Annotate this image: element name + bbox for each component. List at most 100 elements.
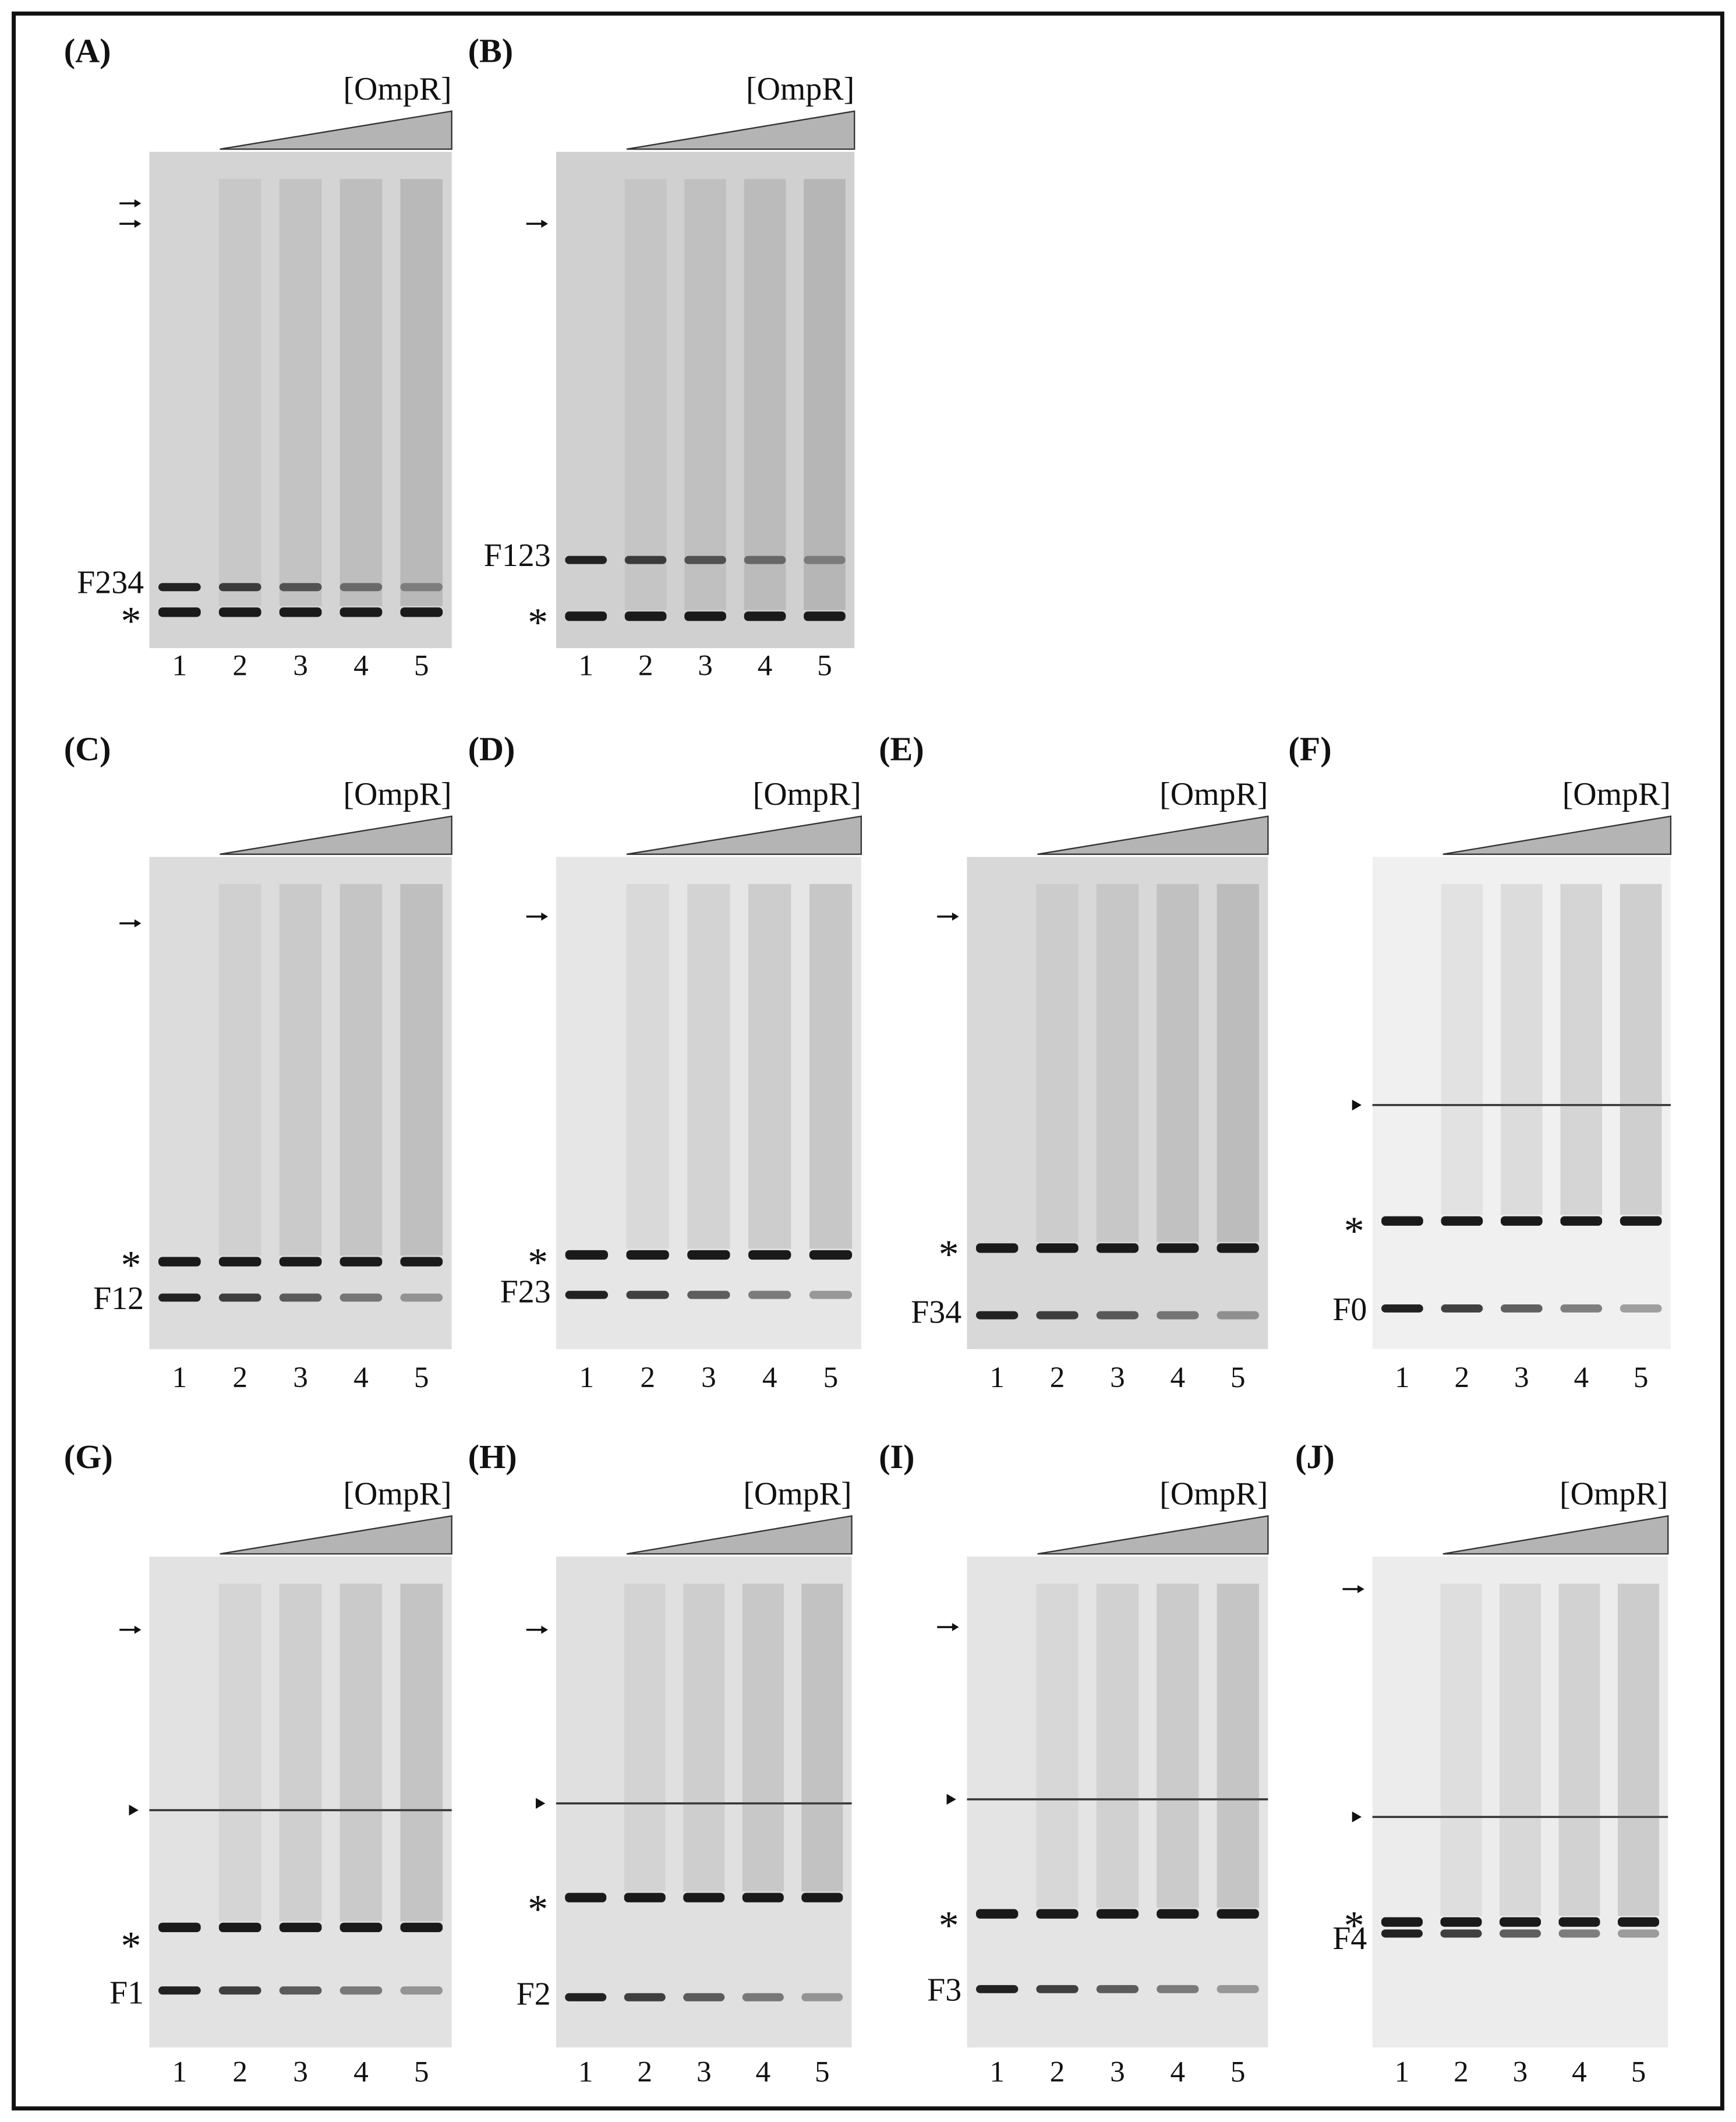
fragment-label: F23 <box>500 1274 551 1310</box>
complex-arrow-head <box>1357 1585 1364 1593</box>
protein-label: [OmpR] <box>746 71 854 107</box>
fragment-label: F234 <box>77 565 144 601</box>
gel <box>967 1557 1268 2047</box>
fragment-label: F0 <box>1332 1292 1367 1328</box>
complex-smear <box>1217 1583 1259 1908</box>
marker-band <box>1381 1216 1423 1226</box>
protein-label: [OmpR] <box>1159 1476 1268 1512</box>
fragment-band <box>1036 1985 1079 1993</box>
complex-arrow-head <box>541 913 548 921</box>
lane-number: 3 <box>1513 2055 1528 2088</box>
panel-label: (J) <box>1295 1438 1335 1476</box>
gel <box>556 857 861 1349</box>
complex-smear <box>809 884 853 1249</box>
panel-label: (A) <box>64 31 111 69</box>
lane-number: 3 <box>696 2055 712 2088</box>
fragment-band <box>1617 1929 1660 1938</box>
fragment-band <box>340 583 383 592</box>
complex-smear <box>1617 1583 1660 1916</box>
lane-number: 5 <box>1634 1361 1649 1394</box>
lane-number: 2 <box>1454 2055 1469 2088</box>
complex-smear <box>1441 884 1483 1215</box>
marker-band <box>683 1893 725 1902</box>
fragment-band <box>804 556 846 564</box>
complex-smear <box>742 1583 784 1892</box>
marker-band <box>1381 1917 1423 1927</box>
gel <box>149 857 452 1349</box>
marker-band <box>400 1922 443 1933</box>
complex-arrow-head <box>134 1625 142 1634</box>
concentration-wedge <box>220 815 452 855</box>
marker-band <box>218 1257 261 1267</box>
panel-label: (H) <box>468 1438 517 1476</box>
lane-number: 4 <box>1572 2055 1587 2088</box>
fragment-band <box>1096 1985 1139 1993</box>
fragment-label: F123 <box>484 537 551 574</box>
lane-number: 4 <box>762 1361 777 1394</box>
protein-label: [OmpR] <box>1159 776 1268 812</box>
concentration-wedge <box>1442 1515 1669 1555</box>
marker-band <box>1217 1243 1259 1253</box>
lane-number: 1 <box>578 2055 593 2088</box>
complex-smear <box>279 884 322 1256</box>
complex-arrow-head <box>134 919 142 928</box>
fragment-band <box>975 1311 1019 1320</box>
fragment-band <box>158 1986 201 1995</box>
panel-label: (F) <box>1288 730 1331 768</box>
marker-band <box>1441 1216 1483 1226</box>
fragment-band <box>687 1290 730 1299</box>
marker-band <box>809 1250 853 1260</box>
marker-band <box>340 607 383 617</box>
lane-number: 2 <box>637 2055 652 2088</box>
gel <box>967 857 1268 1349</box>
lane-number: 4 <box>758 649 773 682</box>
marker-band <box>400 1257 443 1267</box>
lane-number: 5 <box>1231 2055 1246 2088</box>
fragment-band <box>1441 1304 1483 1313</box>
fragment-band <box>626 1290 669 1299</box>
lane-number: 5 <box>815 2055 830 2088</box>
lane-number: 2 <box>638 649 653 682</box>
complex-smear <box>400 179 443 606</box>
panel-label: (D) <box>468 730 515 768</box>
complex-smear <box>218 179 261 606</box>
complex-smear <box>218 1583 261 1922</box>
marker-label: * <box>1344 1209 1364 1254</box>
protein-label: [OmpR] <box>343 776 451 812</box>
marker-band <box>1157 1909 1199 1919</box>
fragment-band <box>218 1293 261 1302</box>
lane-number: 1 <box>172 1361 188 1394</box>
fragment-band <box>744 556 786 564</box>
lane-number: 2 <box>1050 1361 1065 1394</box>
marker-band <box>1558 1917 1600 1927</box>
gel <box>149 151 452 648</box>
marker-band <box>624 611 667 621</box>
marker-band <box>624 1893 666 1902</box>
fragment-band <box>742 1993 784 2001</box>
marker-band <box>1157 1243 1199 1253</box>
marker-band <box>565 1893 607 1902</box>
lane-number: 2 <box>232 2055 248 2088</box>
complex-smear <box>1096 1583 1139 1908</box>
fragment-band <box>400 1986 443 1995</box>
fragment-band <box>624 1993 666 2001</box>
fragment-label: F1 <box>109 1975 144 2011</box>
fragment-band <box>624 556 667 564</box>
marker-band <box>1096 1909 1139 1919</box>
gel <box>149 1557 452 2047</box>
fragment-band <box>218 1986 261 1995</box>
complex-smear <box>624 179 667 610</box>
gel <box>1372 1557 1668 2047</box>
marker-label: * <box>121 1243 142 1288</box>
complex-smear <box>1440 1583 1482 1916</box>
fragment-band <box>1500 1304 1543 1313</box>
complex-smear <box>626 884 669 1249</box>
lane-number: 2 <box>232 1361 248 1394</box>
complex-smear <box>1157 884 1199 1242</box>
marker-band <box>975 1243 1019 1253</box>
marker-band <box>748 1250 791 1260</box>
marker-band <box>158 1257 201 1267</box>
marker-label: * <box>1344 1903 1364 1948</box>
lane-number: 2 <box>640 1361 655 1394</box>
marker-band <box>1500 1216 1543 1226</box>
